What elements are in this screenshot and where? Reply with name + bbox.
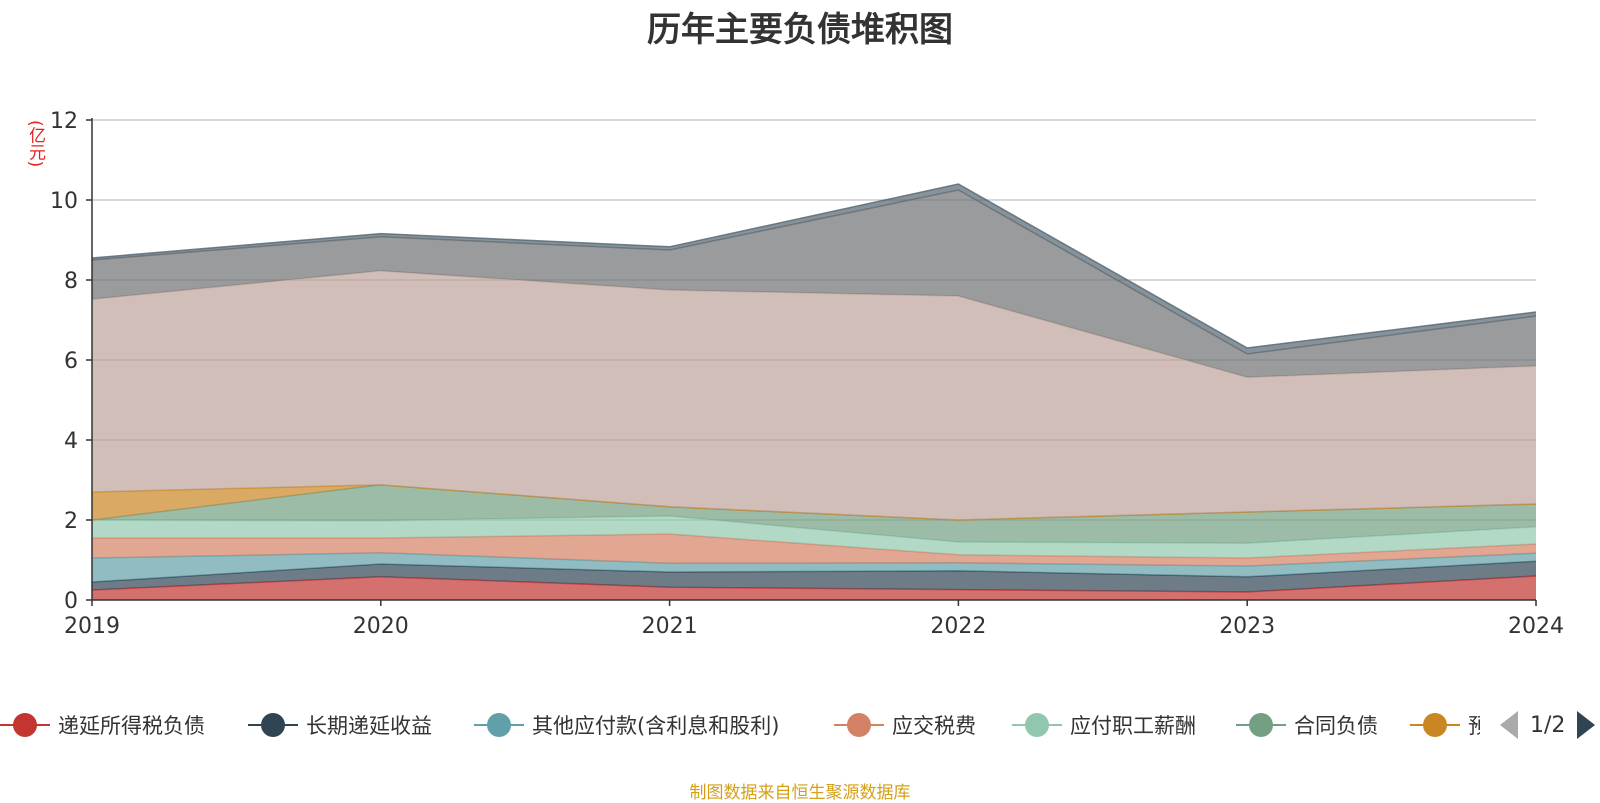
legend-item[interactable]: 递延所得税负债 [0, 708, 205, 742]
x-tick-label: 2020 [353, 614, 409, 639]
area-series[interactable] [92, 270, 1536, 520]
legend-items: 递延所得税负债 长期递延收益 其他应付款(含利息和股利) 应交税费 应付职工薪酬 合同负债… [0, 708, 1480, 748]
legend-next-page-icon[interactable] [1577, 711, 1596, 739]
area-series[interactable] [92, 552, 1536, 582]
x-tick-label: 2022 [930, 614, 986, 639]
legend-pager: 1/2 [1500, 708, 1596, 742]
x-tick-label: 2023 [1219, 614, 1275, 639]
legend-item[interactable]: 预收款项 [1410, 708, 1480, 742]
area-series-line [91, 183, 1537, 349]
legend-marker-icon [834, 708, 884, 742]
area-series[interactable] [92, 516, 1536, 558]
axes: 2019 2020 2021 2022 2023 2024 [64, 118, 1564, 639]
y-tick-label: 8 [64, 269, 78, 294]
x-tick-label: 2021 [642, 614, 698, 639]
chart-title: 历年主要负债堆积图 [647, 10, 953, 50]
legend-item[interactable]: 应付职工薪酬 [1012, 708, 1196, 742]
legend-label: 应交税费 [892, 714, 976, 738]
legend-marker-icon [1410, 708, 1460, 742]
stacked-areas [91, 183, 1537, 600]
y-tick-label: 2 [64, 509, 78, 534]
area-series[interactable] [92, 561, 1536, 592]
legend-prev-page-icon[interactable] [1500, 711, 1518, 739]
area-series[interactable] [92, 534, 1536, 566]
legend-label: 应付职工薪酬 [1070, 714, 1196, 738]
legend: 递延所得税负债 长期递延收益 其他应付款(含利息和股利) 应交税费 应付职工薪酬 合同负债… [0, 708, 1600, 748]
legend-label: 合同负债 [1294, 714, 1378, 738]
legend-marker-icon [1236, 708, 1286, 742]
legend-page-indicator: 1/2 [1530, 712, 1566, 738]
x-tick-label: 2024 [1508, 614, 1564, 639]
legend-item[interactable]: 应交税费 [834, 708, 976, 742]
legend-label: 其他应付款(含利息和股利) [532, 714, 780, 738]
legend-label: 长期递延收益 [306, 714, 432, 738]
legend-marker-icon [0, 708, 50, 742]
area-series[interactable] [92, 184, 1536, 354]
legend-label: 预收款项 [1468, 714, 1480, 738]
legend-item[interactable]: 长期递延收益 [248, 708, 432, 742]
area-series[interactable] [92, 190, 1536, 378]
legend-item[interactable]: 其他应付款(含利息和股利) [474, 708, 779, 742]
y-axis-unit-label: (亿元) [25, 120, 45, 168]
y-tick-label: 6 [64, 349, 78, 374]
data-source-note: 制图数据来自恒生聚源数据库 [689, 783, 911, 803]
y-tick-label: 10 [50, 189, 78, 214]
legend-marker-icon [474, 708, 524, 742]
legend-label: 递延所得税负债 [58, 714, 205, 738]
legend-item[interactable]: 合同负债 [1236, 708, 1378, 742]
area-series[interactable] [92, 576, 1536, 600]
y-tick-label: 0 [64, 589, 78, 614]
y-tick-label: 12 [50, 109, 78, 134]
y-tick-label: 4 [64, 429, 78, 454]
legend-marker-icon [248, 708, 298, 742]
x-tick-label: 2019 [64, 614, 120, 639]
legend-marker-icon [1012, 708, 1062, 742]
